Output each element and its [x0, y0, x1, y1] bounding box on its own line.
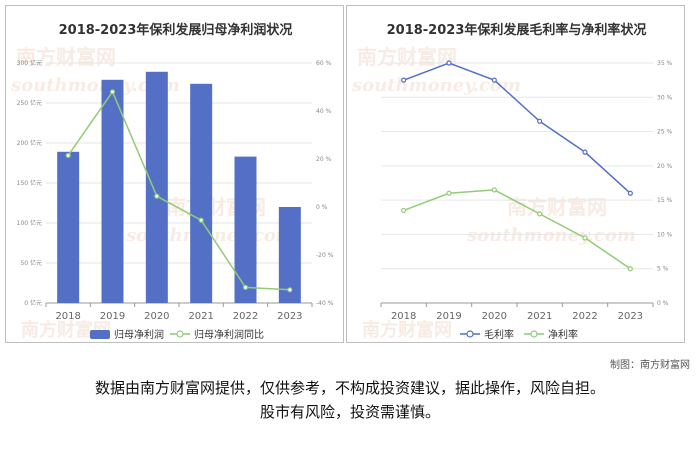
x-tick-label: 2023: [277, 311, 302, 322]
chart-title: 2018-2023年保利发展毛利率与净利率状况: [387, 22, 647, 38]
legend-swatch-point: [466, 330, 474, 338]
series-point: [401, 207, 407, 214]
series-point: [491, 77, 497, 83]
watermark-cn: 南方财富网: [362, 319, 452, 341]
y-right-tick-label: 0 %: [316, 204, 328, 211]
y-right-tick-label: 0 %: [657, 300, 669, 307]
y-left-tick-label: 100 亿元: [17, 219, 42, 227]
x-tick-label: 2022: [572, 311, 597, 322]
watermark-cn: 南方财富网: [357, 45, 457, 69]
y-right-tick-label: 15 %: [657, 197, 673, 204]
series-point: [582, 235, 588, 241]
yoy-line: [67, 90, 290, 291]
legend-swatch-point: [176, 330, 184, 338]
bar: [190, 83, 213, 303]
yoy-point: [65, 152, 71, 158]
series-line: [403, 189, 631, 270]
bar: [101, 79, 124, 303]
legend-label: 毛利率: [484, 328, 514, 341]
y-right-tick-label: 10 %: [657, 231, 673, 238]
y-right-tick-label: 40 %: [316, 108, 332, 115]
yoy-point: [154, 193, 160, 199]
chart-title: 2018-2023年保利发展归母净利润状况: [59, 22, 293, 38]
y-right-tick-label: 5 %: [657, 266, 669, 273]
watermark-en: southmoney.com: [10, 75, 180, 96]
watermark-en: southmoney.com: [466, 225, 636, 246]
y-right-tick-label: -20 %: [316, 252, 334, 259]
legend-swatch-point: [530, 330, 538, 338]
x-tick-label: 2019: [100, 311, 125, 322]
y-left-tick-label: 250 亿元: [17, 99, 42, 107]
watermark: 南方财富网 southmoney.com 南方财富网 southmoney.com 南方…: [351, 45, 636, 341]
series-point: [537, 211, 543, 217]
disclaimer-line-1: 数据由南方财富网提供，仅供参考，不构成投资建议，据此操作，风险自担。: [94, 379, 605, 397]
series-line: [403, 62, 631, 194]
x-tick-label: 2018: [55, 311, 80, 322]
series-point: [582, 149, 588, 155]
x-tick-label: 2020: [482, 311, 507, 322]
x-tick-label: 2018: [391, 311, 416, 322]
series-point: [446, 190, 452, 196]
yoy-point: [242, 284, 249, 290]
watermark-cn: 南方财富网: [507, 195, 607, 219]
y-left-tick-label: 150 亿元: [17, 179, 42, 187]
left-chart-panel: 南方财富网southmoney.com南方财富网southmoney.com南方…: [5, 5, 344, 343]
bar: [57, 151, 80, 303]
series-point: [537, 118, 543, 124]
bar: [278, 207, 301, 303]
chart-credit: 制图：南方财富网: [610, 360, 690, 371]
series-point: [491, 187, 497, 193]
margin-chart: 南方财富网 southmoney.com 南方财富网 southmoney.com 南方…: [351, 22, 673, 341]
yoy-point: [109, 89, 116, 95]
y-left-tick-label: 300 亿元: [17, 59, 42, 67]
x-tick-label: 2021: [527, 311, 552, 322]
bar: [145, 71, 168, 303]
right-chart-panel: 南方财富网 southmoney.com 南方财富网 southmoney.com 南方…: [346, 5, 685, 343]
series-point: [401, 77, 407, 83]
y-left-tick-label: 200 亿元: [17, 139, 42, 147]
yoy-point: [287, 287, 293, 293]
legend-swatch-bar: [90, 330, 110, 339]
legend-label: 归母净利润同比: [194, 328, 264, 341]
series-point: [446, 60, 452, 66]
bar: [234, 156, 257, 303]
y-right-tick-label: -40 %: [316, 300, 334, 307]
watermark-en: southmoney.com: [351, 75, 521, 96]
series-point: [627, 190, 633, 196]
profit-chart: 南方财富网southmoney.com南方财富网southmoney.com南方…: [10, 22, 334, 341]
x-tick-label: 2020: [144, 311, 169, 322]
x-tick-label: 2022: [233, 311, 258, 322]
x-tick-label: 2023: [618, 311, 643, 322]
y-right-tick-label: 25 %: [657, 129, 673, 136]
y-right-tick-label: 20 %: [657, 163, 673, 170]
watermark-cn: 南方财富网: [21, 319, 111, 341]
y-right-tick-label: 20 %: [316, 156, 332, 163]
y-right-tick-label: 30 %: [657, 94, 673, 101]
y-left-tick-label: 50 亿元: [20, 259, 42, 267]
legend-label: 归母净利润: [114, 328, 164, 341]
x-tick-label: 2019: [436, 311, 461, 322]
yoy-point: [198, 217, 204, 223]
disclaimer-line-2: 股市有风险，投资需谨慎。: [259, 403, 440, 421]
series-point: [627, 266, 633, 272]
watermark-cn: 南方财富网: [16, 45, 116, 69]
x-tick-label: 2021: [188, 311, 213, 322]
y-right-tick-label: 35 %: [657, 60, 673, 67]
y-left-tick-label: 0 亿元: [24, 299, 42, 307]
y-right-tick-label: 60 %: [316, 60, 332, 67]
legend-label: 净利率: [548, 328, 578, 341]
